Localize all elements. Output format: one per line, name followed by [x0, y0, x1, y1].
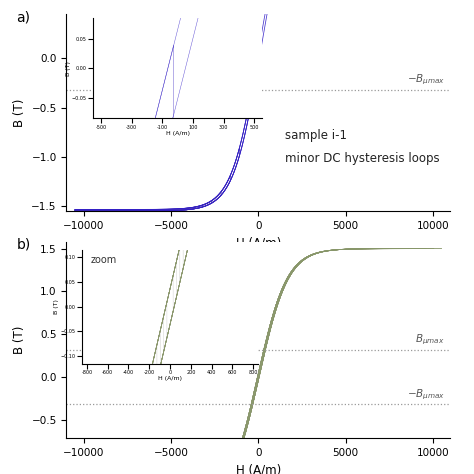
X-axis label: H (A/m): H (A/m)	[236, 236, 281, 249]
Text: $-B_{\mu max}$: $-B_{\mu max}$	[407, 387, 445, 401]
Text: a): a)	[17, 10, 30, 24]
Text: $-B_{\mu max}$: $-B_{\mu max}$	[407, 73, 445, 87]
Y-axis label: B (T): B (T)	[13, 326, 26, 354]
Y-axis label: B (T): B (T)	[13, 99, 26, 127]
X-axis label: H (A/m): H (A/m)	[236, 464, 281, 474]
Text: b): b)	[17, 238, 31, 252]
Text: minor DC hysteresis loops: minor DC hysteresis loops	[284, 152, 439, 165]
Text: sample i-1: sample i-1	[284, 129, 346, 142]
Text: $B_{\mu max}$: $B_{\mu max}$	[415, 333, 445, 347]
